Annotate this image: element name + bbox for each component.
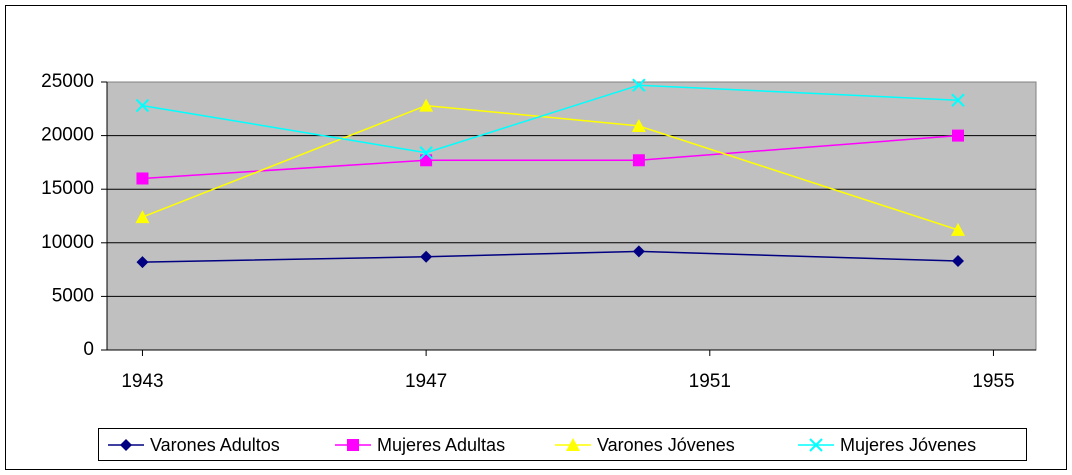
data-point [419,146,433,160]
data-point [950,222,965,236]
data-point [632,245,645,258]
y-tick-label: 0 [83,339,94,360]
plot-area [106,81,1037,351]
series-line [142,134,959,180]
data-point [135,210,150,224]
series-line [142,84,959,154]
x-tick-label: 1951 [689,371,731,392]
data-point [951,129,964,142]
legend-label: Varones Adultos [150,435,280,455]
y-tick-label: 25000 [41,71,94,92]
legend-marker [809,438,823,452]
x-tick-label: 1947 [405,371,447,392]
legend-marker [566,438,580,451]
data-point [136,172,149,185]
legend-label: Mujeres Adultas [377,435,505,455]
data-point [135,98,150,113]
x-tick-label: 1943 [121,371,163,392]
legend-marker [347,439,359,451]
y-tick-label: 10000 [41,232,94,253]
series-line [142,250,959,263]
legend-label: Mujeres Jóvenes [840,435,976,455]
legend-marker [120,439,132,451]
data-point [632,154,645,167]
legend-label: Varones Jóvenes [597,435,735,455]
legend: Varones Adultos Mujeres Adultas Varones Jó… [108,435,976,455]
data-point [951,93,965,107]
y-tick-label: 5000 [52,285,94,306]
y-tick-label: 15000 [41,178,94,199]
data-point [419,98,434,112]
data-point [631,118,646,132]
y-tick-label: 20000 [41,125,94,146]
data-point [951,255,964,268]
data-point [136,256,149,269]
data-point [420,154,433,167]
data-point [420,250,433,263]
series-line [142,104,959,231]
x-tick-label: 1955 [972,371,1014,392]
data-point [632,78,646,92]
